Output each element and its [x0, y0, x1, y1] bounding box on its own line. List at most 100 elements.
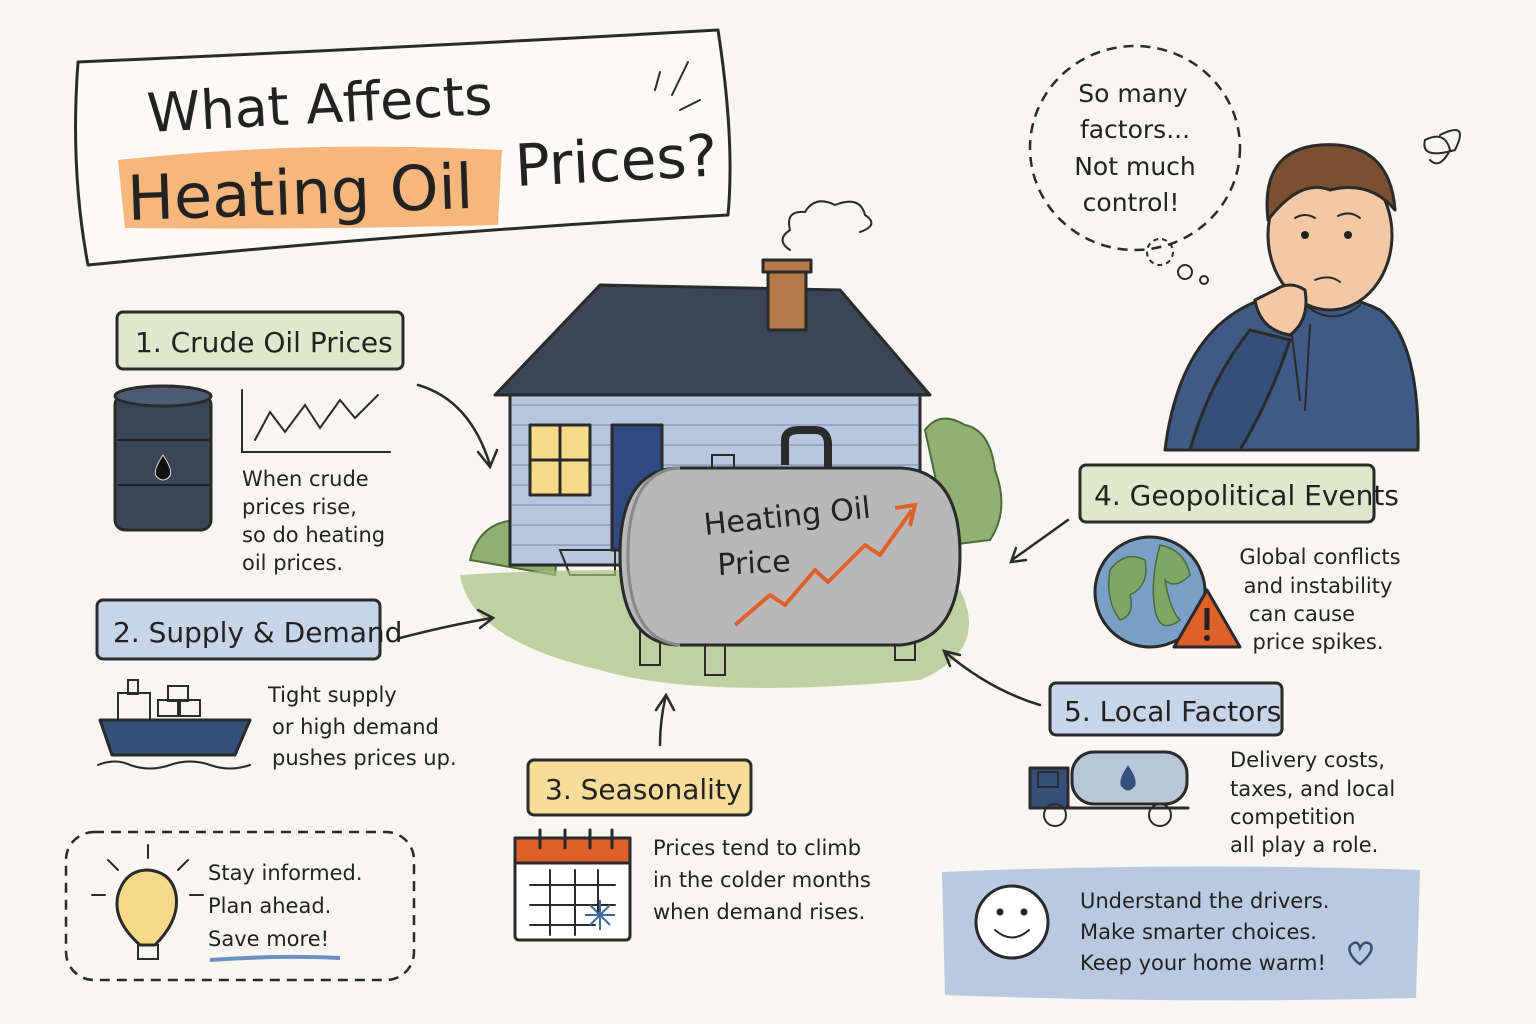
- thought-bubble: So many factors... Not much control!: [1028, 44, 1242, 285]
- factor-text: in the colder months: [653, 868, 871, 892]
- factor-2: 2. Supply & Demand Tight supply or high …: [95, 598, 457, 770]
- person-path: [1294, 212, 1361, 219]
- factor-text: when demand rises.: [653, 900, 865, 924]
- factor-text: can cause: [1249, 602, 1355, 626]
- heart: [1348, 941, 1373, 966]
- thought-text: Not much: [1074, 152, 1196, 181]
- light-bulb-path: [115, 868, 179, 947]
- house-path: [528, 423, 592, 497]
- factor-text: Prices tend to climb: [653, 836, 861, 860]
- arrows-path: [1009, 518, 1070, 564]
- factor-text: and instability: [1244, 574, 1393, 598]
- factor-5-rect: [1048, 681, 1284, 737]
- ship-rect: [179, 699, 201, 717]
- banner-text: Make smarter choices.: [1080, 920, 1317, 944]
- oil-tank-path: [618, 466, 962, 647]
- factor-title: 2. Supply & Demand: [113, 616, 402, 649]
- tip-text: Save more!: [208, 927, 329, 951]
- ship-rect: [127, 679, 139, 695]
- arrows: [398, 383, 1070, 747]
- banner: Understand the drivers. Make smarter cho…: [942, 866, 1420, 1001]
- globe-path: [1108, 555, 1147, 621]
- warning-sign: [1172, 588, 1242, 649]
- warning-sign-circle: [1204, 635, 1210, 641]
- oil-barrel: [113, 384, 213, 532]
- tip-text: Stay informed.: [208, 861, 363, 885]
- factor-text: price spikes.: [1253, 630, 1384, 654]
- factor-text: or high demand: [272, 715, 439, 739]
- factor-text: When crude: [242, 467, 369, 491]
- oil-tank: Heating Oil Price: [618, 426, 962, 676]
- ship-path: [97, 760, 251, 770]
- calendar-path: [538, 828, 614, 850]
- person-path: [1423, 129, 1461, 165]
- ship: [97, 679, 252, 770]
- oil-tank-path: [626, 466, 681, 647]
- factor-text: so do heating: [242, 523, 385, 547]
- mini-chart-path: [241, 389, 391, 453]
- factor-text: taxes, and local: [1230, 777, 1395, 801]
- thought-bubble-ellipse: [1028, 44, 1242, 252]
- factor-text: pushes prices up.: [272, 746, 457, 770]
- title-box: What Affects Heating Oil Prices?: [74, 28, 732, 267]
- tip-box-path: [209, 954, 341, 962]
- light-bulb-rect: [137, 944, 159, 960]
- globe-path: [1152, 544, 1191, 627]
- factor-title: 5. Local Factors: [1064, 695, 1281, 728]
- arrows-path: [941, 649, 1042, 707]
- factor-title: 1. Crude Oil Prices: [135, 326, 393, 359]
- calendar-path: [529, 869, 616, 936]
- calendar-path: [585, 900, 615, 930]
- house-rect: [761, 258, 813, 274]
- delivery-truck-path: [1120, 765, 1136, 791]
- factor-text: Delivery costs,: [1230, 748, 1385, 772]
- light-bulb-path: [91, 844, 204, 896]
- factor-3-rect: [526, 758, 753, 817]
- person-circle: [1301, 231, 1309, 239]
- oil-tank-path: [894, 502, 918, 527]
- factor-4-rect: [1078, 463, 1376, 524]
- oil-barrel-path: [117, 439, 209, 486]
- person: [1163, 129, 1461, 452]
- thought-bubble-circle: [1199, 275, 1209, 285]
- smiley-circle: [1020, 908, 1028, 916]
- delivery-truck: [1028, 750, 1190, 827]
- title-box-path: [654, 61, 701, 111]
- title-box-path: [118, 146, 502, 229]
- house-rect: [766, 263, 808, 332]
- thought-text: So many: [1078, 79, 1188, 108]
- thought-text: factors...: [1080, 115, 1190, 144]
- factor-3: 3. Seasonality Prices tend to climb in t…: [513, 758, 871, 942]
- smiley-path: [994, 929, 1030, 939]
- banner-text: Keep your home warm!: [1080, 951, 1326, 975]
- factor-1-rect: [115, 310, 405, 371]
- delivery-truck-circle: [1043, 803, 1067, 827]
- thought-text: control!: [1083, 188, 1180, 217]
- house-path: [781, 200, 873, 251]
- tip-box-rect: [64, 830, 416, 982]
- mini-chart-path: [254, 394, 379, 441]
- person-path: [1265, 143, 1397, 222]
- tank-label: Price: [717, 544, 792, 583]
- calendar: [513, 828, 632, 942]
- ship-path: [98, 718, 252, 757]
- person-path: [1314, 276, 1341, 283]
- delivery-truck-rect: [1037, 771, 1059, 788]
- title-line2: Prices?: [513, 121, 719, 200]
- arrows-path: [416, 383, 499, 470]
- factor-text: prices rise,: [242, 495, 357, 519]
- oil-barrel-ellipse: [113, 384, 213, 408]
- factor-text: Tight supply: [267, 683, 397, 707]
- oil-tank-path: [781, 426, 832, 470]
- thought-bubble-circle: [1177, 264, 1193, 280]
- factor-text: Global conflicts: [1239, 545, 1400, 569]
- factor-text: oil prices.: [242, 551, 343, 575]
- factor-text: all play a role.: [1230, 833, 1378, 857]
- globe: [1093, 535, 1207, 649]
- arrows-path: [398, 608, 496, 640]
- factor-5: 5. Local Factors Delivery costs, taxes, …: [1028, 681, 1395, 857]
- factor-4: 4. Geopolitical Events Global conflicts …: [1078, 463, 1401, 654]
- banner-path: [942, 866, 1420, 1001]
